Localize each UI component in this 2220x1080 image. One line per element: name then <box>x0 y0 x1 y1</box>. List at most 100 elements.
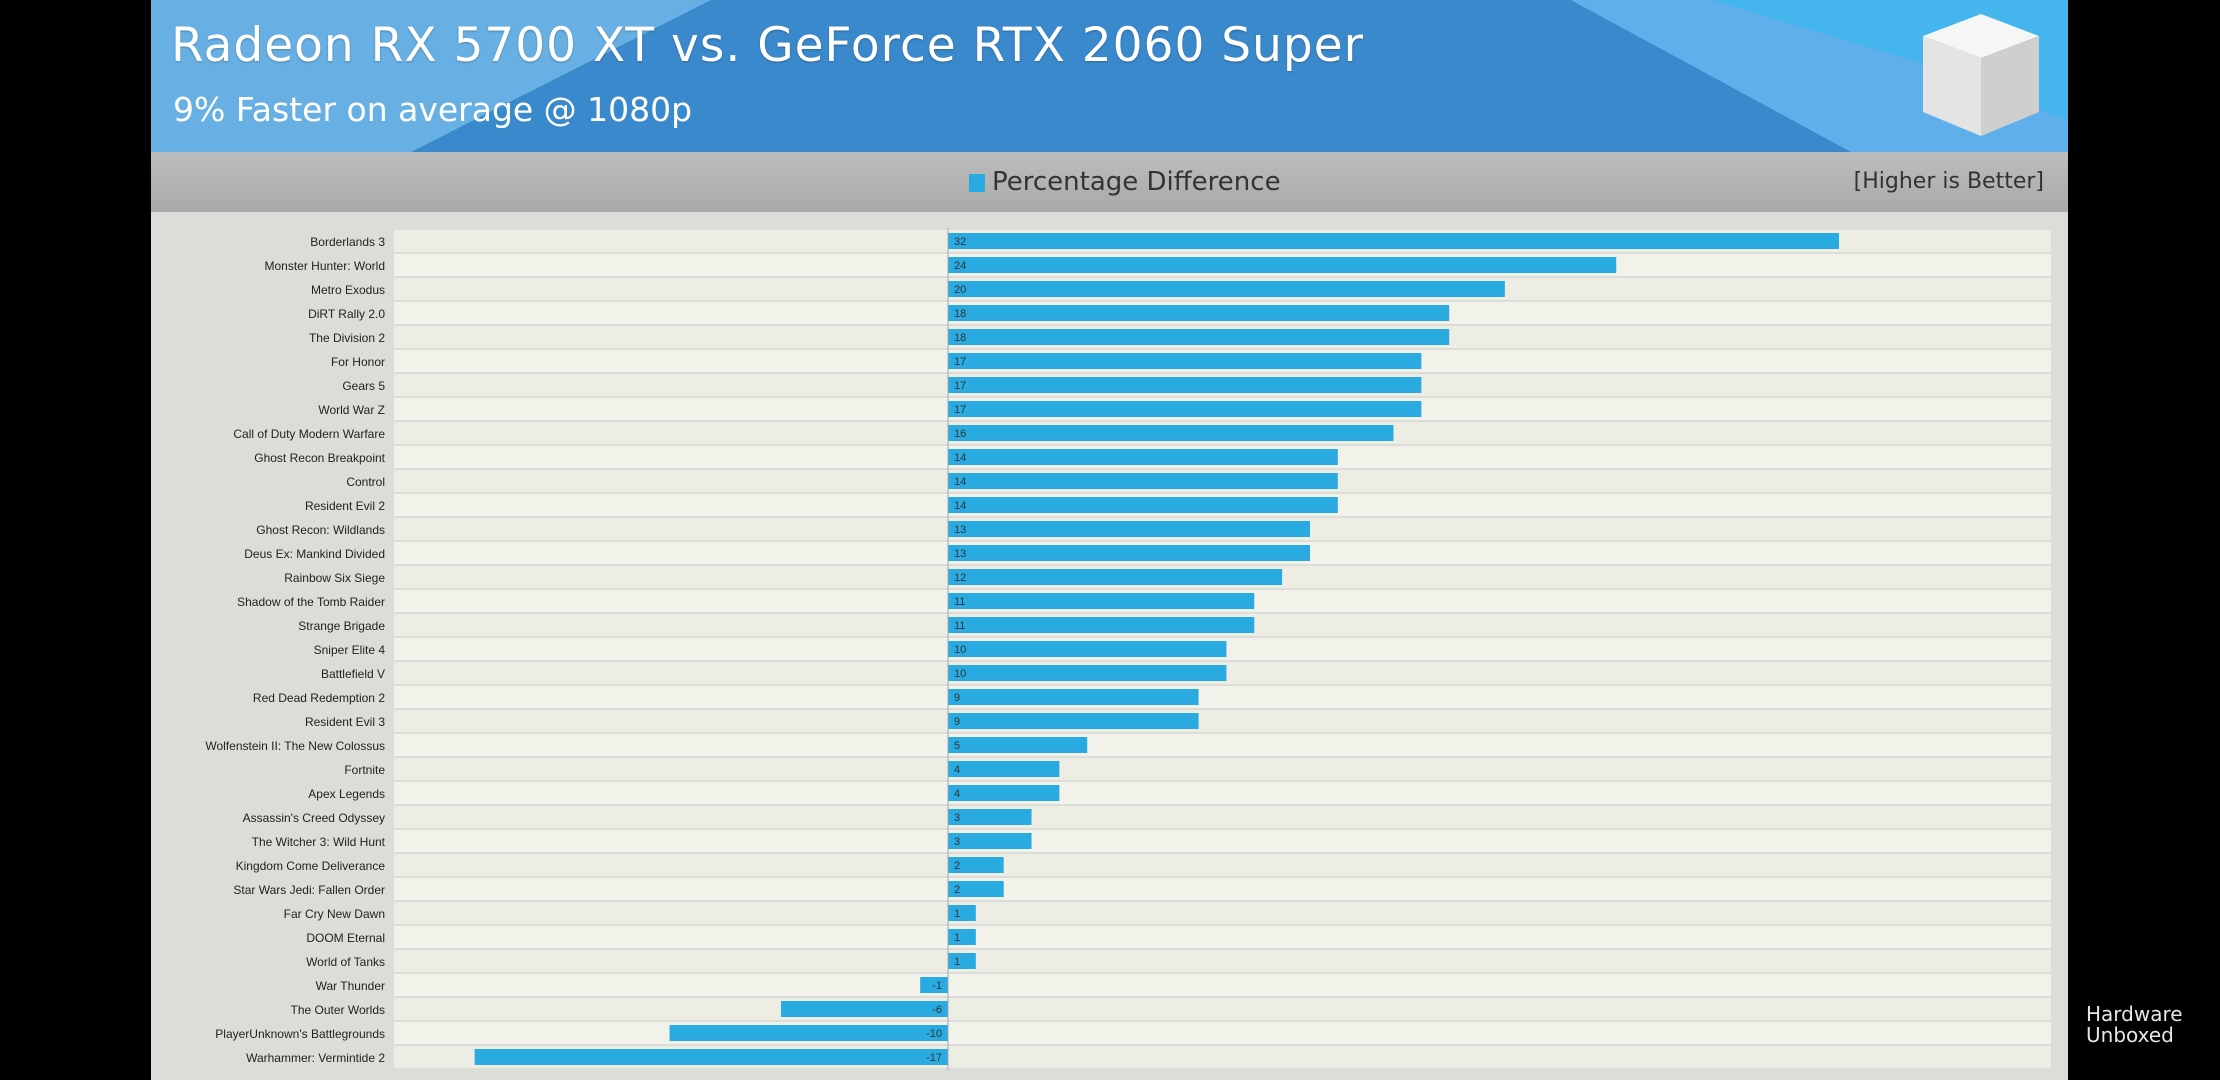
row-background <box>394 902 2051 924</box>
bar <box>948 521 1310 537</box>
value-label: 14 <box>954 452 966 464</box>
bar <box>948 689 1199 705</box>
row-background <box>394 830 2051 852</box>
category-label: PlayerUnknown's Battlegrounds <box>215 1027 385 1041</box>
category-label: Shadow of the Tomb Raider <box>237 595 385 609</box>
bar <box>780 1001 948 1017</box>
row-background <box>394 998 2051 1020</box>
chart-title: Radeon RX 5700 XT vs. GeForce RTX 2060 S… <box>171 18 1364 73</box>
category-label: Battlefield V <box>321 667 385 681</box>
value-label: 3 <box>954 836 960 848</box>
category-label: Rainbow Six Siege <box>284 571 385 585</box>
bar <box>948 737 1088 753</box>
bar <box>948 929 976 945</box>
row-background <box>394 878 2051 900</box>
bar <box>948 353 1422 369</box>
banner-background <box>151 0 2068 152</box>
bar <box>948 497 1338 513</box>
bar <box>669 1025 948 1041</box>
value-label: 1 <box>954 956 960 968</box>
value-label: 13 <box>954 524 966 536</box>
bar <box>948 857 1004 873</box>
category-label: Star Wars Jedi: Fallen Order <box>233 883 385 897</box>
value-label: 2 <box>954 884 960 896</box>
row-background <box>394 854 2051 876</box>
value-label: 3 <box>954 812 960 824</box>
value-label: 4 <box>954 788 960 800</box>
value-label: 17 <box>954 380 966 392</box>
category-label: World of Tanks <box>306 955 385 969</box>
bar <box>948 545 1310 561</box>
value-label: 24 <box>954 260 966 272</box>
category-label: Monster Hunter: World <box>265 259 386 273</box>
category-label: Strange Brigade <box>298 619 385 633</box>
row-background <box>394 782 2051 804</box>
bar <box>948 881 1004 897</box>
bar <box>948 905 976 921</box>
category-label: Gears 5 <box>342 379 385 393</box>
category-label: Far Cry New Dawn <box>284 907 385 921</box>
category-label: Deus Ex: Mankind Divided <box>244 547 385 561</box>
legend-bar: Percentage Difference [Higher is Better] <box>151 152 2068 212</box>
category-label: Apex Legends <box>308 787 385 801</box>
value-label: 4 <box>954 764 960 776</box>
watermark-line-2: Unboxed <box>2086 1023 2174 1047</box>
row-background <box>394 950 2051 972</box>
category-label: Red Dead Redemption 2 <box>253 691 385 705</box>
bar <box>948 569 1283 585</box>
bar <box>948 953 976 969</box>
value-label: 18 <box>954 308 966 320</box>
category-label: For Honor <box>331 355 385 369</box>
row-background <box>394 686 2051 708</box>
value-label: 10 <box>954 644 966 656</box>
bar <box>920 977 948 993</box>
value-label: 16 <box>954 428 966 440</box>
bar <box>948 233 1839 249</box>
bar <box>948 257 1617 273</box>
category-label: Kingdom Come Deliverance <box>236 859 386 873</box>
value-label: 9 <box>954 692 960 704</box>
row-background <box>394 806 2051 828</box>
watermark-line-1: Hardware <box>2086 1002 2183 1026</box>
value-label: 32 <box>954 236 966 248</box>
bar <box>474 1049 948 1065</box>
bar <box>948 593 1255 609</box>
bar <box>948 665 1227 681</box>
bar <box>948 785 1060 801</box>
category-label: Sniper Elite 4 <box>314 643 386 657</box>
row-background <box>394 734 2051 756</box>
bar <box>948 473 1338 489</box>
title-banner: Radeon RX 5700 XT vs. GeForce RTX 2060 S… <box>151 0 2068 152</box>
category-label: World War Z <box>318 403 385 417</box>
higher-is-better-note: [Higher is Better] <box>1853 169 2044 194</box>
category-label: DiRT Rally 2.0 <box>308 307 385 321</box>
category-label: The Witcher 3: Wild Hunt <box>252 835 386 849</box>
value-label: 1 <box>954 908 960 920</box>
bar <box>948 377 1422 393</box>
legend-swatch <box>969 174 985 192</box>
bar <box>948 449 1338 465</box>
bar <box>948 761 1060 777</box>
bar <box>948 281 1505 297</box>
value-label: -10 <box>926 1028 942 1040</box>
category-label: Fortnite <box>344 763 385 777</box>
value-label: 13 <box>954 548 966 560</box>
category-label: Resident Evil 2 <box>305 499 385 513</box>
category-label: The Division 2 <box>309 331 385 345</box>
category-label: Borderlands 3 <box>310 235 385 249</box>
bar <box>948 833 1032 849</box>
value-label: 2 <box>954 860 960 872</box>
category-label: Warhammer: Vermintide 2 <box>246 1051 385 1065</box>
category-label: The Outer Worlds <box>291 1003 385 1017</box>
bar <box>948 617 1255 633</box>
value-label: 9 <box>954 716 960 728</box>
row-background <box>394 926 2051 948</box>
bar <box>948 641 1227 657</box>
value-label: 12 <box>954 572 966 584</box>
value-label: 1 <box>954 932 960 944</box>
category-label: Metro Exodus <box>311 283 385 297</box>
value-label: 11 <box>954 620 965 632</box>
category-label: Call of Duty Modern Warfare <box>233 427 385 441</box>
chart-subtitle: 9% Faster on average @ 1080p <box>173 90 693 129</box>
